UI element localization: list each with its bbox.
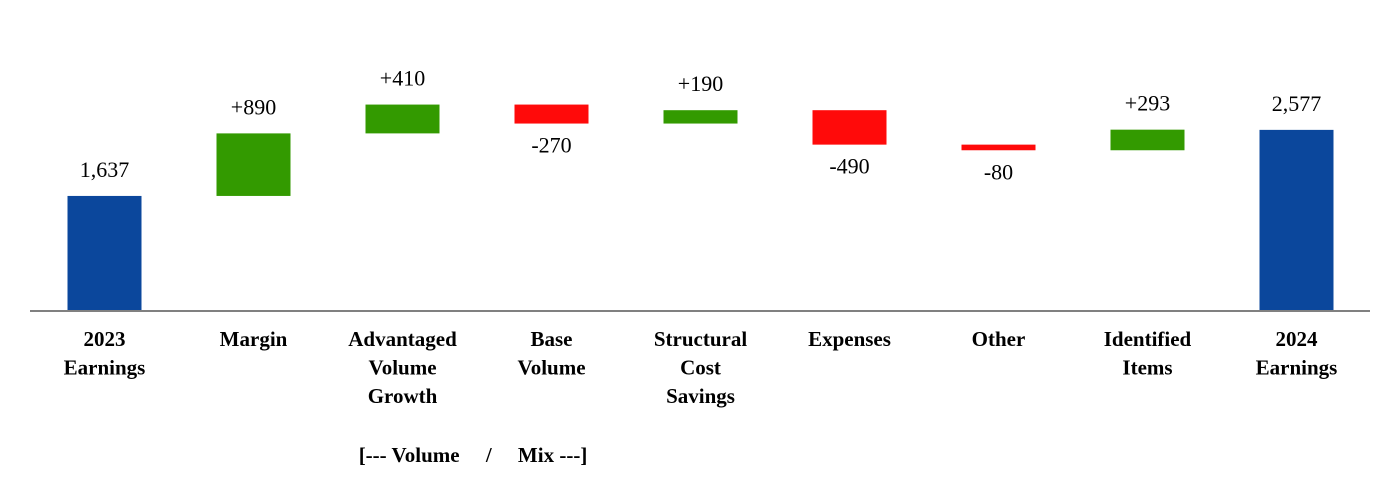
x-tick-label: Growth [368,384,438,408]
x-tick-label: Items [1122,355,1172,379]
bar [1110,129,1185,151]
bar [961,144,1036,151]
x-tick-label: Identified [1104,327,1192,351]
bar [514,104,589,124]
bar [67,195,142,311]
x-tick-label: Structural [654,327,747,351]
x-tick-label: Savings [666,384,735,408]
bar [663,110,738,124]
x-tick-label: 2024 [1276,327,1319,351]
value-label: -490 [829,154,869,179]
bar [216,133,291,196]
bar [812,110,887,145]
x-tick-label: Earnings [1256,355,1338,379]
value-label: -80 [984,159,1013,184]
value-label: +190 [678,71,723,96]
value-label: 1,637 [80,157,130,182]
value-label: -270 [531,133,571,158]
x-tick-label: Earnings [64,355,146,379]
x-tick-label: Base [531,327,573,351]
x-tick-label: Volume [368,355,436,379]
annotation: [--- Volume / Mix ---] [359,443,588,467]
x-tick-label: Advantaged [348,327,457,351]
value-label: +890 [231,94,276,119]
value-label: +293 [1125,91,1170,116]
bar [1259,129,1334,311]
x-tick-label: Other [972,327,1026,351]
x-tick-label: 2023 [84,327,126,351]
value-label: 2,577 [1272,91,1322,116]
bar [365,104,440,134]
x-tick-label: Margin [220,327,288,351]
value-label: +410 [380,66,425,91]
x-tick-label: Cost [680,355,721,379]
x-tick-label: Volume [517,355,585,379]
x-tick-label: Expenses [808,327,891,351]
